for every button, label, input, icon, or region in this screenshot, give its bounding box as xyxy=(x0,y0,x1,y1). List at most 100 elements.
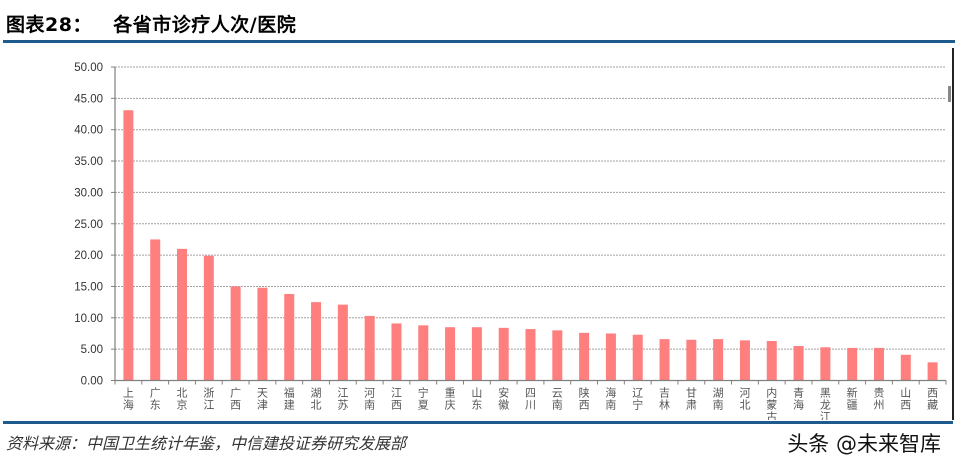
x-tick-label: 北 xyxy=(739,399,750,412)
x-tick-label: 南 xyxy=(605,399,616,412)
x-tick-label: 海 xyxy=(605,386,616,400)
x-tick-label: 肃 xyxy=(686,399,697,412)
bar xyxy=(284,293,295,381)
x-tick-label: 南 xyxy=(364,399,375,412)
bar xyxy=(525,329,536,381)
page-border xyxy=(952,48,954,420)
y-tick-label: 30.00 xyxy=(74,187,103,199)
x-tick-label: 贵 xyxy=(873,387,884,400)
bar xyxy=(820,347,831,381)
bar xyxy=(230,286,241,381)
x-tick-label: 江 xyxy=(391,387,402,400)
x-tick-label: 重 xyxy=(445,386,456,400)
bar xyxy=(364,315,375,381)
x-tick-label: 河 xyxy=(364,387,375,400)
x-tick-label: 西 xyxy=(230,399,241,412)
bar xyxy=(686,339,697,381)
x-tick-label: 广 xyxy=(230,387,241,400)
bar xyxy=(445,327,456,381)
bar xyxy=(418,325,429,381)
x-tick-label: 黑 xyxy=(820,387,831,400)
x-tick-label: 安 xyxy=(498,386,509,400)
y-tick-label: 45.00 xyxy=(74,93,103,105)
x-tick-label: 辽 xyxy=(632,387,643,400)
x-tick-label: 湖 xyxy=(311,387,322,400)
x-tick-label: 江 xyxy=(337,387,348,400)
bar xyxy=(177,248,188,381)
bar xyxy=(739,340,750,381)
bar xyxy=(498,327,509,381)
x-tick-label: 浙 xyxy=(203,387,214,400)
y-tick-label: 5.00 xyxy=(81,344,103,356)
x-tick-label: 青 xyxy=(793,387,804,400)
x-tick-label: 庆 xyxy=(445,398,456,412)
x-tick-label: 宁 xyxy=(632,398,643,412)
x-tick-label: 宁 xyxy=(418,386,429,400)
x-tick-label: 内 xyxy=(766,386,777,400)
x-tick-label: 福 xyxy=(284,386,295,400)
x-tick-label: 广 xyxy=(150,387,161,400)
x-tick-label: 徽 xyxy=(498,398,509,412)
axes xyxy=(111,66,947,385)
y-tick-label: 40.00 xyxy=(74,125,103,137)
bar xyxy=(927,362,938,381)
x-tick-label: 西 xyxy=(927,387,938,400)
bar xyxy=(203,255,214,381)
x-axis-labels: 上海广东北京浙江广西天津福建湖北江苏河南江西宁夏重庆山东安徽四川云南陕西海南辽宁… xyxy=(123,386,938,421)
x-tick-label: 海 xyxy=(123,398,134,412)
x-tick-label: 州 xyxy=(873,399,884,412)
x-tick-label: 京 xyxy=(177,398,188,412)
top-rule xyxy=(3,40,955,43)
x-tick-label: 陕 xyxy=(579,386,590,400)
x-tick-label: 龙 xyxy=(820,399,831,412)
x-tick-label: 天 xyxy=(257,387,268,400)
x-tick-label: 甘 xyxy=(686,387,697,400)
x-tick-label: 南 xyxy=(713,399,724,412)
bar xyxy=(793,346,804,381)
source-note: 资料来源：中国卫生统计年鉴，中信建投证券研究发展部 xyxy=(6,434,407,453)
x-tick-label: 西 xyxy=(900,399,911,412)
x-tick-label: 上 xyxy=(123,387,134,400)
bar xyxy=(659,339,670,381)
x-tick-label: 湖 xyxy=(713,387,724,400)
x-tick-label: 吉 xyxy=(659,387,670,400)
bar xyxy=(766,340,777,381)
x-tick-label: 南 xyxy=(552,399,563,412)
bar xyxy=(847,347,858,381)
x-tick-label: 津 xyxy=(257,399,268,412)
x-tick-label: 江 xyxy=(203,399,214,412)
watermark: 头条 @未来智库 xyxy=(787,432,941,456)
bar xyxy=(123,110,134,381)
y-tick-label: 25.00 xyxy=(74,219,103,231)
x-tick-label: 海 xyxy=(793,398,804,412)
x-tick-label: 江 xyxy=(820,411,831,421)
x-tick-label: 新 xyxy=(847,386,858,400)
y-tick-label: 10.00 xyxy=(74,313,103,325)
bar xyxy=(579,332,590,381)
x-tick-label: 建 xyxy=(284,398,295,412)
x-tick-label: 东 xyxy=(471,399,482,412)
y-tick-label: 0.00 xyxy=(81,376,103,388)
x-tick-label: 云 xyxy=(552,387,563,400)
x-tick-label: 北 xyxy=(311,399,322,412)
bar xyxy=(311,302,322,381)
y-tick-label: 35.00 xyxy=(74,156,103,168)
x-tick-label: 林 xyxy=(659,398,670,412)
y-axis-ticks: 0.00 5.00 10.00 15.00 20.00 25.00 30.00 35.00 40… xyxy=(74,62,103,388)
bar xyxy=(391,323,402,381)
x-tick-label: 山 xyxy=(900,387,911,400)
x-tick-label: 疆 xyxy=(847,399,858,412)
bar xyxy=(873,347,884,381)
bar xyxy=(632,334,643,381)
bar-chart: 0.00 5.00 10.00 15.00 20.00 25.00 30.00 35.00 40… xyxy=(74,62,947,421)
x-tick-label: 四 xyxy=(525,387,536,400)
bar xyxy=(337,304,348,381)
bar xyxy=(257,287,268,381)
bars xyxy=(123,110,938,381)
x-tick-label: 藏 xyxy=(927,399,938,412)
y-tick-label: 15.00 xyxy=(74,281,103,293)
x-tick-label: 古 xyxy=(766,411,777,421)
bar xyxy=(471,327,482,381)
chart-title: 图表28： 各省市诊疗人次/医院 xyxy=(6,14,297,36)
x-tick-label: 西 xyxy=(391,399,402,412)
